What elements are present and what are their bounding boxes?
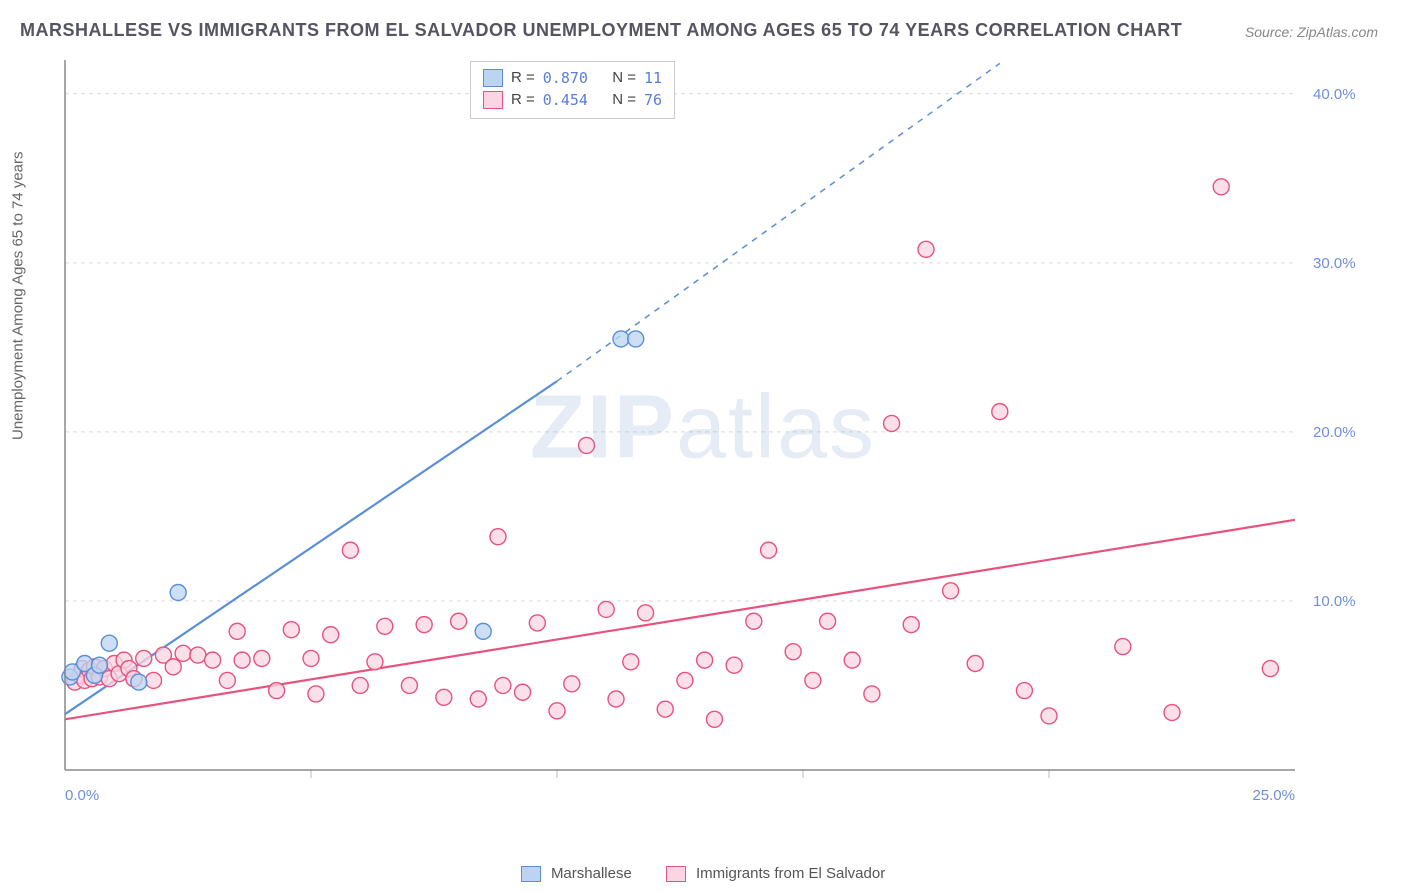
data-point: [529, 615, 545, 631]
data-point: [352, 677, 368, 693]
data-point: [943, 583, 959, 599]
data-point: [323, 627, 339, 643]
data-point: [706, 711, 722, 727]
data-point: [1016, 683, 1032, 699]
legend-r-label: R =: [511, 67, 535, 89]
data-point: [490, 529, 506, 545]
data-point: [308, 686, 324, 702]
data-point: [608, 691, 624, 707]
data-point: [884, 415, 900, 431]
data-point: [470, 691, 486, 707]
data-point: [579, 437, 595, 453]
y-tick-label: 30.0%: [1313, 255, 1356, 272]
data-point: [146, 672, 162, 688]
data-point: [864, 686, 880, 702]
data-point: [416, 617, 432, 633]
data-point: [190, 647, 206, 663]
data-point: [638, 605, 654, 621]
data-point: [283, 622, 299, 638]
legend-n-label: N =: [612, 67, 636, 89]
data-point: [623, 654, 639, 670]
data-point: [785, 644, 801, 660]
data-point: [746, 613, 762, 629]
data-point: [677, 672, 693, 688]
data-point: [131, 674, 147, 690]
data-point: [628, 331, 644, 347]
data-point: [205, 652, 221, 668]
data-point: [401, 677, 417, 693]
data-point: [219, 672, 235, 688]
data-point: [697, 652, 713, 668]
data-point: [101, 635, 117, 651]
legend-r-label: R =: [511, 89, 535, 111]
data-point: [598, 601, 614, 617]
chart-title: MARSHALLESE VS IMMIGRANTS FROM EL SALVAD…: [20, 20, 1182, 41]
legend-r-value-1: 0.454: [543, 89, 588, 111]
data-point: [136, 650, 152, 666]
data-point: [495, 677, 511, 693]
x-tick-label: 25.0%: [1252, 787, 1295, 804]
data-point: [342, 542, 358, 558]
plot-area: 10.0% 20.0% 30.0% 40.0% 0.0% 25.0%: [55, 50, 1375, 830]
data-point: [170, 585, 186, 601]
data-point: [1213, 179, 1229, 195]
legend-label-1: Immigrants from El Salvador: [696, 865, 885, 882]
data-point: [613, 331, 629, 347]
data-point: [91, 657, 107, 673]
series-legend: Marshallese Immigrants from El Salvador: [0, 865, 1406, 882]
data-point: [549, 703, 565, 719]
legend-r-value-0: 0.870: [543, 67, 588, 89]
data-point: [820, 613, 836, 629]
legend-swatch-1: [483, 91, 503, 109]
data-point: [451, 613, 467, 629]
y-tick-label: 20.0%: [1313, 424, 1356, 441]
data-point: [367, 654, 383, 670]
data-point: [234, 652, 250, 668]
y-tick-label: 40.0%: [1313, 86, 1356, 103]
legend-n-label: N =: [612, 89, 636, 111]
data-point: [844, 652, 860, 668]
legend-item-0: Marshallese: [521, 865, 632, 882]
data-point: [903, 617, 919, 633]
data-point: [175, 645, 191, 661]
data-point: [254, 650, 270, 666]
data-point: [515, 684, 531, 700]
data-point: [1262, 661, 1278, 677]
data-point: [967, 656, 983, 672]
legend-swatch-icon: [521, 866, 541, 882]
data-point: [564, 676, 580, 692]
data-point: [918, 241, 934, 257]
y-tick-label: 10.0%: [1313, 593, 1356, 610]
data-point: [377, 618, 393, 634]
data-point: [1115, 639, 1131, 655]
data-point: [726, 657, 742, 673]
chart-container: MARSHALLESE VS IMMIGRANTS FROM EL SALVAD…: [0, 0, 1406, 892]
y-axis-label: Unemployment Among Ages 65 to 74 years: [10, 151, 27, 440]
legend-row-0: R = 0.870 N = 11: [483, 67, 662, 89]
source-label: Source: ZipAtlas.com: [1245, 24, 1378, 40]
data-point: [436, 689, 452, 705]
data-point: [165, 659, 181, 675]
data-point: [1164, 705, 1180, 721]
data-point: [761, 542, 777, 558]
correlation-legend: R = 0.870 N = 11 R = 0.454 N = 76: [470, 61, 675, 119]
data-point: [475, 623, 491, 639]
legend-swatch-icon: [666, 866, 686, 882]
legend-n-value-1: 76: [644, 89, 662, 111]
legend-row-1: R = 0.454 N = 76: [483, 89, 662, 111]
data-point: [1041, 708, 1057, 724]
data-point: [229, 623, 245, 639]
legend-item-1: Immigrants from El Salvador: [666, 865, 885, 882]
data-point: [992, 404, 1008, 420]
scatter-svg: 10.0% 20.0% 30.0% 40.0% 0.0% 25.0%: [55, 50, 1375, 830]
data-point: [303, 650, 319, 666]
x-tick-label: 0.0%: [65, 787, 99, 804]
legend-n-value-0: 11: [644, 67, 662, 89]
data-point: [805, 672, 821, 688]
legend-label-0: Marshallese: [551, 865, 632, 882]
data-point: [269, 683, 285, 699]
data-point: [657, 701, 673, 717]
legend-swatch-0: [483, 69, 503, 87]
